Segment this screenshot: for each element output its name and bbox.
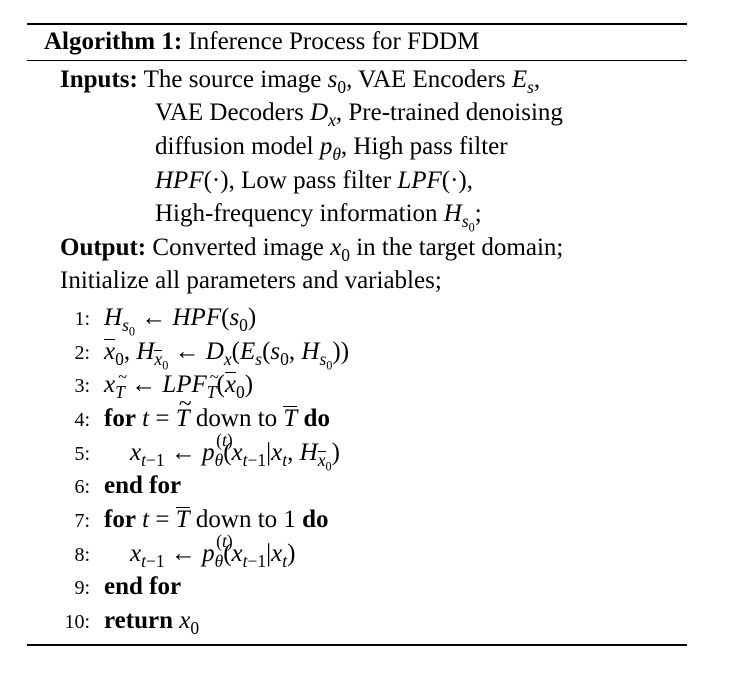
step-7: 7: for t = T down to 1 do	[74, 506, 329, 533]
step-5: 5: xt−1 ← pθ (t) (xt−1|xt, Hx0)	[74, 430, 340, 474]
inputs-line-2: VAE Decoders Dx, Pre-trained denoising	[155, 99, 563, 131]
bottom-rule	[27, 644, 687, 646]
step-4: 4:for t = T down to T do	[60, 388, 330, 436]
init-line: Initialize all parameters and variables;	[60, 267, 442, 294]
step-2: 2: x0, Hx0 ← Dx(Es(s0, Hs0))	[74, 338, 350, 373]
inputs-label: Inputs:	[60, 66, 138, 93]
step-8: 8: xt−1 ← pθ (t) (xt−1|xt)	[74, 531, 296, 572]
inputs-line-5: High-frequency information Hs0;	[155, 200, 482, 235]
title-rule	[27, 60, 687, 62]
output-label: Output:	[60, 234, 147, 261]
inputs-line-4: HPF(·), Low pass filter LPF(·),	[155, 167, 473, 194]
output-line: Output: Converted image x0 in the target…	[60, 234, 564, 266]
step-10: 10: return x0	[64, 607, 200, 639]
algorithm-label: Algorithm 1:	[44, 28, 183, 55]
step-1: 1: Hs0 ← HPF(s0)	[74, 304, 257, 339]
algorithm-title: Algorithm 1: Inference Process for FDDM	[44, 27, 479, 57]
step-3: 3: xT ← LPFT(x0)	[74, 371, 254, 403]
step-9: 9: end for	[74, 573, 182, 600]
top-rule	[27, 23, 687, 25]
inputs-line-1: Inputs: The source image s0, VAE Encoder…	[60, 66, 541, 98]
step-6: 6: end for	[74, 472, 182, 499]
algorithm-name: Inference Process for FDDM	[188, 28, 480, 55]
inputs-line-3: diffusion model pθ, High pass filter	[155, 133, 508, 165]
